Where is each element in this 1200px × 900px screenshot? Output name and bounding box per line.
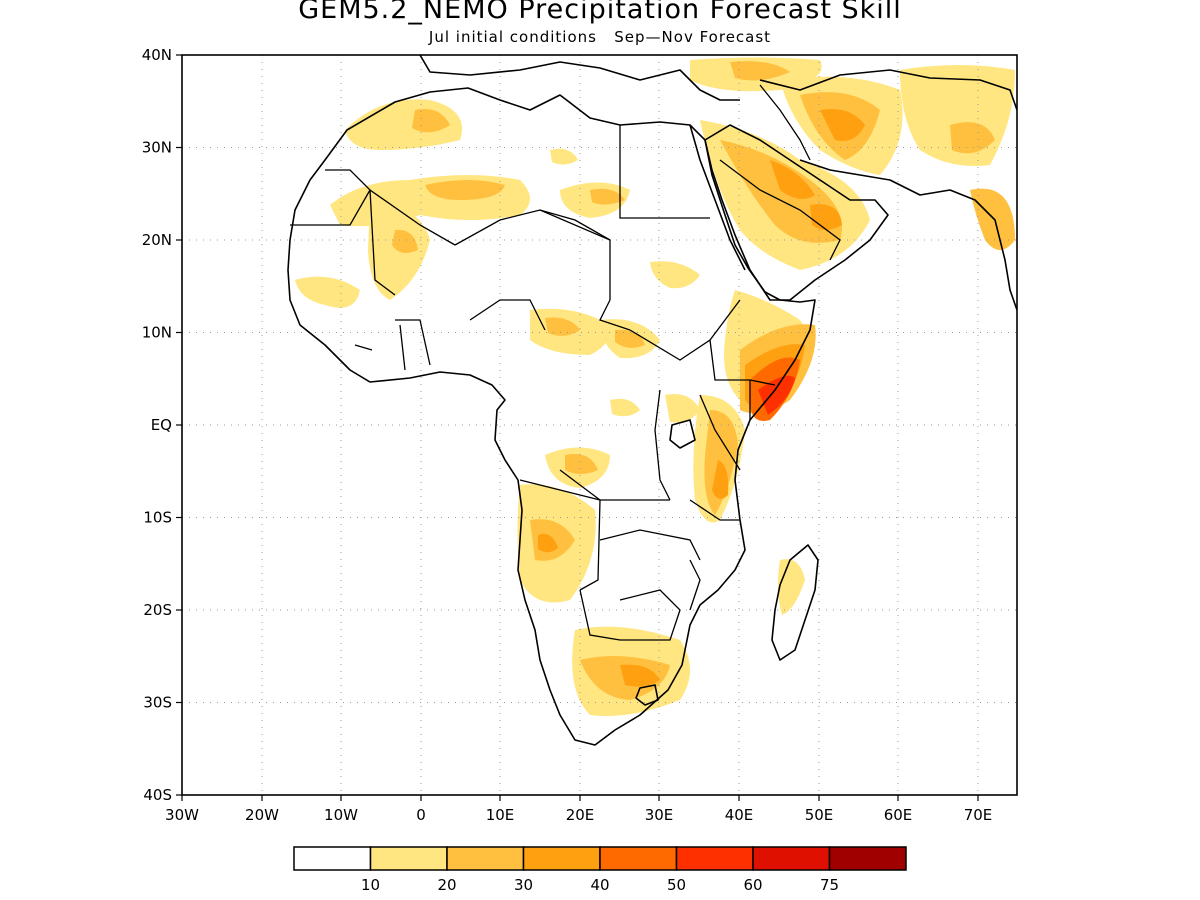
coastlines <box>287 55 1017 746</box>
lat-label-40n: 40N <box>142 46 172 64</box>
asia-coastline <box>759 69 1017 111</box>
border-zambia <box>599 529 701 561</box>
map-title: GEM5.2_NEMO Precipitation Forecast Skill <box>298 0 902 25</box>
border-chad-sudan <box>599 299 631 331</box>
skill-patch-angola-inner <box>538 533 558 553</box>
skill-patch-uganda <box>665 394 700 423</box>
lat-label-20n: 20N <box>142 231 172 249</box>
border-mauritania <box>290 189 371 226</box>
lon-label-30e: 30E <box>645 806 674 824</box>
border-libya-chad <box>539 209 611 300</box>
lon-label-70e: 70E <box>964 806 993 824</box>
colorbar-label-20: 20 <box>437 876 456 894</box>
border-mozambique <box>689 559 701 611</box>
lat-axis: 40N 30N 20N 10N EQ 10S 20S 30S 40S <box>142 46 182 804</box>
colorbar-label-30: 30 <box>514 876 533 894</box>
colorbar-swatch-6 <box>675 846 754 871</box>
madagascar-coastline <box>771 544 819 661</box>
skill-patch-turkey-core <box>730 61 790 81</box>
country-borders <box>290 84 841 641</box>
skill-patch-congo-n <box>610 398 640 417</box>
border-saudi <box>719 159 841 261</box>
skill-shading <box>295 57 1015 716</box>
persian-gulf-coast <box>799 159 1017 311</box>
colorbar: 10 20 30 40 50 60 75 <box>293 846 907 894</box>
skill-patch-libya <box>550 148 578 165</box>
lon-label-20w: 20W <box>245 806 279 824</box>
border-drc-south <box>559 469 670 501</box>
lake-victoria <box>669 419 696 449</box>
border-namibia <box>579 589 621 641</box>
border-ethiopia <box>709 339 776 386</box>
border-nigeria <box>469 299 546 331</box>
colorbar-swatch-1 <box>293 846 372 871</box>
border-botswana <box>619 589 681 641</box>
arabia-coastline <box>704 124 889 301</box>
skill-patch-india <box>970 188 1015 250</box>
skill-patch-south-africa-inner <box>620 664 660 687</box>
skill-patch-senegal <box>295 276 360 308</box>
red-sea-west <box>689 124 746 271</box>
lat-label-10n: 10N <box>142 324 172 342</box>
border-somalia <box>737 380 751 451</box>
border-kenya <box>699 394 741 471</box>
border-drc-east <box>654 389 671 501</box>
skill-patch-sahara-w <box>330 175 530 227</box>
border-libya-egypt <box>619 125 710 219</box>
colorbar-label-60: 60 <box>743 876 762 894</box>
lat-label-eq: EQ <box>151 416 172 434</box>
skill-patch-iran-inner <box>820 109 865 141</box>
colorbar-swatch-7 <box>752 846 831 871</box>
lesotho-outline <box>635 684 659 706</box>
lon-label-30w: 30W <box>165 806 199 824</box>
colorbar-swatch-2 <box>369 846 448 871</box>
border-mali-east <box>369 189 396 296</box>
skill-patch-nw-africa-core <box>412 109 450 133</box>
colorbar-swatch-3 <box>446 846 525 871</box>
lon-axis: 30W 20W 10W 0 10E 20E 30E 40E 50E 60E 70… <box>165 795 992 824</box>
lon-label-60e: 60E <box>884 806 913 824</box>
lat-label-20s: 20S <box>143 601 172 619</box>
colorbar-label-40: 40 <box>590 876 609 894</box>
lat-label-10s: 10S <box>143 509 172 527</box>
colorbar-swatch-8 <box>828 846 907 871</box>
skill-patch-arabia-inner <box>770 160 815 199</box>
lon-label-10w: 10W <box>324 806 358 824</box>
colorbar-swatch-5 <box>599 846 678 871</box>
border-tanzania <box>689 499 740 521</box>
skill-patch-kenya-inner <box>712 460 729 499</box>
map-subtitle: Jul initial conditions Sep—Nov Forecast <box>428 28 772 46</box>
border-west-africa <box>354 319 431 371</box>
lon-label-10e: 10E <box>486 806 515 824</box>
lat-label-40s: 40S <box>143 786 172 804</box>
colorbar-label-75: 75 <box>820 876 839 894</box>
skill-patch-mali-core <box>392 229 418 254</box>
skill-patch-sahara-c-core <box>590 188 625 205</box>
colorbar-swatch-4 <box>522 846 601 871</box>
border-iraq-iran <box>759 84 811 161</box>
skill-patch-congo-core <box>565 454 598 474</box>
lat-label-30s: 30S <box>143 694 172 712</box>
lon-label-50e: 50E <box>805 806 834 824</box>
skill-patch-sudan <box>650 261 700 289</box>
border-sudan-south <box>629 299 741 361</box>
skill-patch-sahara-w-core <box>425 180 505 200</box>
mediterranean-north-coast <box>419 55 740 101</box>
lon-label-0: 0 <box>416 806 426 824</box>
skill-patch-somalia-core <box>758 375 795 415</box>
lat-label-30n: 30N <box>142 139 172 157</box>
skill-patch-madagascar <box>777 559 805 615</box>
colorbar-label-50: 50 <box>667 876 686 894</box>
skill-patch-central-asia-core <box>950 122 995 154</box>
skill-patch-nigeria-core <box>545 317 580 336</box>
colorbar-swatches <box>293 846 907 871</box>
lon-label-20e: 20E <box>566 806 595 824</box>
colorbar-label-10: 10 <box>361 876 380 894</box>
border-angola <box>519 479 601 591</box>
lon-label-40e: 40E <box>725 806 754 824</box>
graticule <box>182 55 1017 795</box>
